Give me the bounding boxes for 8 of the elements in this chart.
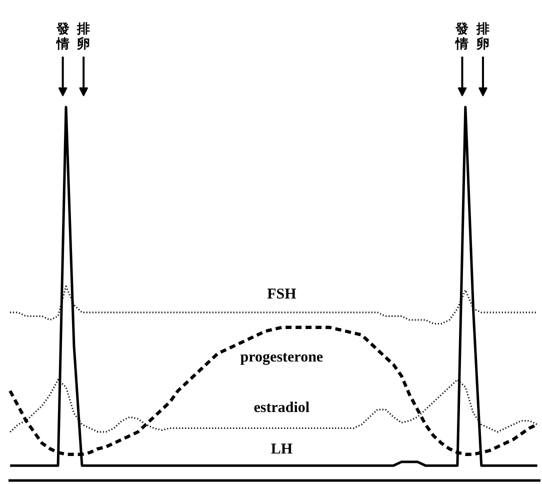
text: 排卵 [475, 21, 490, 52]
text: 發情 [55, 21, 70, 52]
text: 發情 [454, 21, 469, 52]
series-label: LH [270, 442, 293, 458]
series-label: FSH [267, 286, 297, 302]
series-label: progesterone [240, 349, 324, 366]
text: 排卵 [76, 21, 90, 52]
series-label: estradiol [254, 400, 310, 416]
